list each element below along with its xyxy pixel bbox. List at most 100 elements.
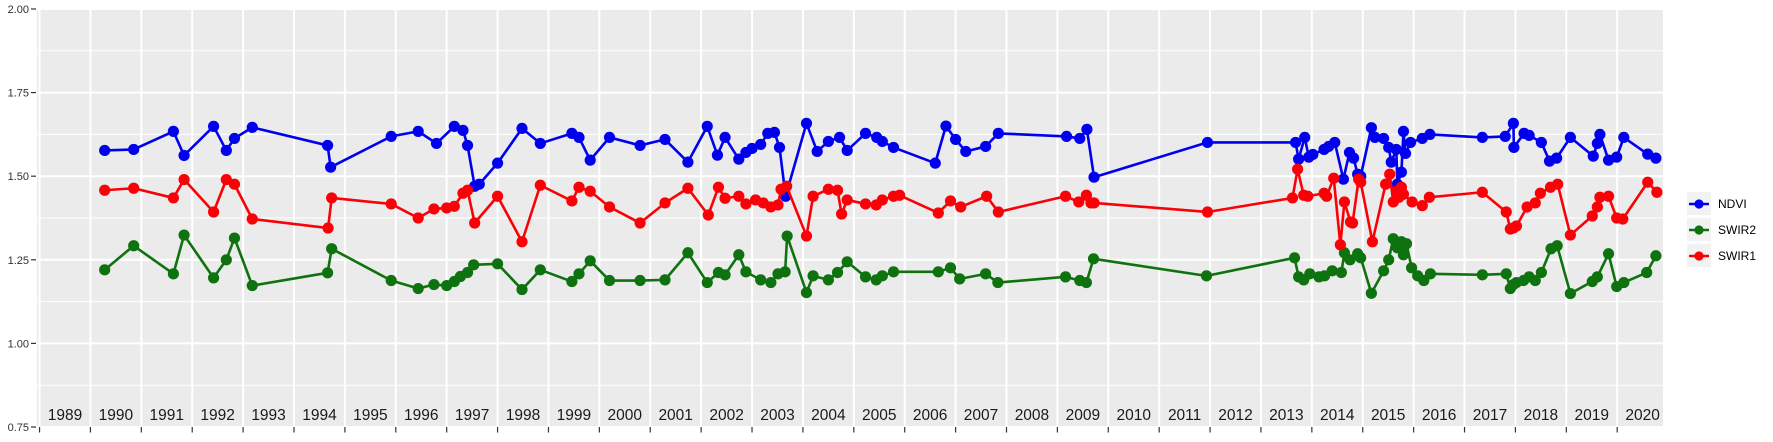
x-axis-year-label: 1994 xyxy=(302,407,337,424)
series-point-swir1 xyxy=(1321,190,1333,202)
series-point-swir1 xyxy=(1302,190,1314,202)
series-point-swir2 xyxy=(178,229,190,241)
series-point-ndvi xyxy=(940,120,952,132)
series-point-swir1 xyxy=(894,189,906,201)
series-point-swir1 xyxy=(1602,190,1615,202)
series-point-swir1 xyxy=(1334,239,1346,251)
series-point-ndvi xyxy=(1390,143,1402,156)
series-point-ndvi xyxy=(1591,137,1603,150)
series-point-ndvi xyxy=(682,156,694,168)
legend-label-swir1: SWIR1 xyxy=(1718,249,1756,263)
series-point-ndvi xyxy=(1508,141,1520,154)
series-point-swir1 xyxy=(836,208,848,220)
x-axis-year-label: 2004 xyxy=(811,407,846,424)
x-axis-year-label: 1996 xyxy=(404,407,438,424)
series-point-swir2 xyxy=(1355,252,1367,264)
series-point-swir1 xyxy=(1529,197,1541,209)
series-point-swir1 xyxy=(740,198,752,210)
series-point-ndvi xyxy=(980,140,992,153)
series-point-swir2 xyxy=(1344,254,1356,266)
series-point-swir2 xyxy=(1400,238,1413,250)
x-axis-year-label: 1991 xyxy=(150,407,184,424)
series-point-ndvi xyxy=(887,141,900,154)
series-point-swir2 xyxy=(412,282,424,295)
x-axis-year-label: 2014 xyxy=(1320,407,1355,424)
x-axis-year-label: 2018 xyxy=(1524,407,1558,424)
series-point-swir2 xyxy=(887,266,900,278)
series-point-ndvi xyxy=(992,127,1004,139)
series-point-swir1 xyxy=(167,192,179,204)
series-point-swir1 xyxy=(1651,186,1663,198)
series-point-swir2 xyxy=(1551,240,1563,252)
series-point-swir2 xyxy=(781,230,793,242)
series-point-swir1 xyxy=(573,181,585,193)
series-point-swir2 xyxy=(584,255,596,267)
series-point-ndvi xyxy=(99,144,111,157)
series-point-ndvi xyxy=(701,120,713,132)
series-point-swir1 xyxy=(246,213,258,225)
series-point-swir1 xyxy=(1286,192,1299,204)
series-point-swir1 xyxy=(659,197,671,209)
y-axis-tick-label: 2.00 xyxy=(8,4,29,16)
series-point-ndvi xyxy=(1060,130,1073,143)
series-point-swir1 xyxy=(1476,186,1488,198)
series-point-swir2 xyxy=(1564,287,1576,300)
series-point-swir2 xyxy=(932,266,944,278)
series-point-swir2 xyxy=(573,268,585,280)
series-point-ndvi xyxy=(1337,173,1349,185)
series-point-swir2 xyxy=(1326,265,1338,277)
series-point-ndvi xyxy=(1650,152,1662,164)
series-point-swir2 xyxy=(228,232,241,244)
series-point-ndvi xyxy=(929,157,941,169)
series-point-swir2 xyxy=(566,275,578,288)
series-point-swir1 xyxy=(719,192,731,204)
series-point-swir2 xyxy=(733,249,745,261)
x-axis-year-label: 1995 xyxy=(353,407,387,424)
series-point-swir1 xyxy=(469,217,481,229)
series-point-ndvi xyxy=(1564,131,1576,144)
series-point-swir1 xyxy=(1534,187,1546,199)
series-point-swir1 xyxy=(807,190,819,202)
series-point-ndvi xyxy=(960,145,972,158)
y-axis-tick-label: 1.75 xyxy=(8,88,29,100)
series-point-swir1 xyxy=(1059,190,1072,202)
series-point-swir1 xyxy=(831,184,844,196)
series-point-ndvi xyxy=(1587,150,1599,162)
series-point-swir2 xyxy=(1080,276,1092,289)
series-point-swir1 xyxy=(566,195,578,207)
y-axis-tick-label: 1.00 xyxy=(8,338,29,350)
series-point-swir2 xyxy=(807,270,819,282)
series-point-ndvi xyxy=(1385,156,1397,168)
series-point-swir1 xyxy=(1291,163,1304,175)
series-point-swir1 xyxy=(772,199,784,211)
series-point-ndvi xyxy=(473,178,485,190)
series-point-swir1 xyxy=(1366,236,1379,248)
series-point-ndvi xyxy=(491,157,504,169)
series-point-ndvi xyxy=(1594,128,1606,140)
series-point-ndvi xyxy=(1523,129,1535,142)
series-point-swir2 xyxy=(428,278,440,291)
series-point-ndvi xyxy=(228,132,241,145)
series-point-swir2 xyxy=(220,254,232,266)
series-point-swir2 xyxy=(779,266,791,278)
series-point-ndvi xyxy=(822,135,834,148)
series-point-ndvi xyxy=(659,133,671,146)
series-point-swir1 xyxy=(781,180,793,192)
series-point-ndvi xyxy=(167,125,179,137)
series-point-swir2 xyxy=(765,276,777,289)
series-point-swir1 xyxy=(220,173,232,186)
series-point-ndvi xyxy=(430,137,443,150)
series-point-ndvi xyxy=(1499,130,1511,143)
series-point-swir1 xyxy=(207,206,220,218)
series-point-swir2 xyxy=(1405,262,1418,274)
series-point-swir1 xyxy=(876,194,888,206)
series-point-swir2 xyxy=(682,247,694,259)
series-point-swir2 xyxy=(701,276,713,289)
series-point-swir1 xyxy=(1586,210,1598,222)
series-point-swir2 xyxy=(1335,266,1347,279)
series-point-ndvi xyxy=(461,139,474,152)
series-point-ndvi xyxy=(859,127,872,139)
x-axis-year-label: 2013 xyxy=(1269,407,1303,424)
series-point-ndvi xyxy=(950,133,962,146)
series-point-ndvi xyxy=(220,144,232,157)
